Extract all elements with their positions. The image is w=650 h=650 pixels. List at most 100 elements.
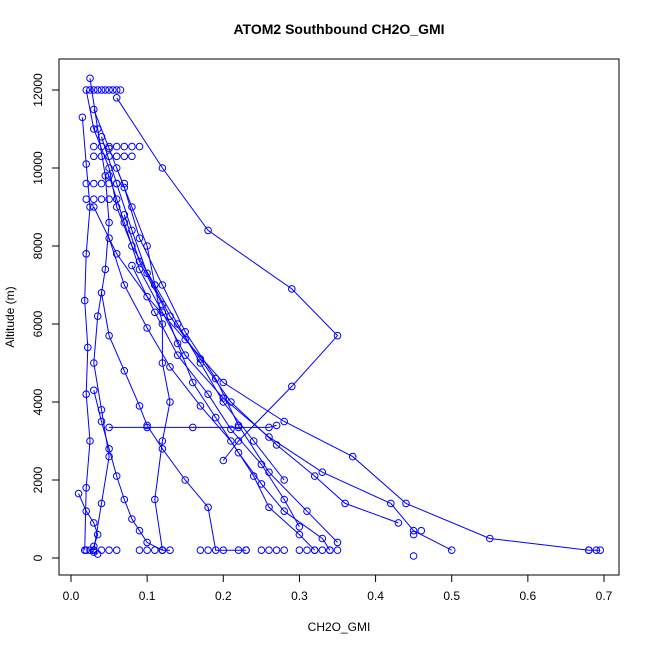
data-point xyxy=(97,179,106,188)
data-point xyxy=(143,242,151,250)
series-line xyxy=(101,292,247,551)
data-point xyxy=(82,179,90,188)
x-tick-label: 0.5 xyxy=(443,589,460,603)
data-point xyxy=(280,495,289,504)
data-point xyxy=(257,480,266,488)
data-point xyxy=(112,179,121,188)
data-point xyxy=(93,550,102,558)
data-point xyxy=(128,152,136,161)
data-point xyxy=(158,445,167,453)
data-point xyxy=(105,195,113,203)
data-point xyxy=(592,546,601,555)
y-tick-label: 2000 xyxy=(31,466,45,493)
data-point xyxy=(128,515,136,523)
data-point xyxy=(280,507,289,516)
series-line xyxy=(123,214,331,551)
data-point xyxy=(93,312,102,321)
y-tick-label: 0 xyxy=(31,554,45,561)
plot-area xyxy=(74,74,605,560)
data-point xyxy=(82,507,90,516)
y-tick-label: 12000 xyxy=(31,73,45,107)
data-point xyxy=(143,546,151,555)
data-point xyxy=(295,523,304,531)
data-point xyxy=(82,546,90,555)
data-point xyxy=(303,546,311,555)
data-point xyxy=(120,218,129,227)
data-point xyxy=(135,526,144,535)
data-point xyxy=(90,179,98,188)
data-point xyxy=(86,74,94,83)
data-point xyxy=(189,378,197,387)
data-point xyxy=(348,452,357,461)
data-point xyxy=(158,164,167,172)
data-point xyxy=(90,152,98,161)
data-point xyxy=(234,423,243,432)
data-point xyxy=(181,328,189,336)
data-point xyxy=(86,86,94,94)
data-point xyxy=(158,546,167,555)
data-point xyxy=(310,546,319,555)
data-point xyxy=(97,133,106,141)
data-point xyxy=(151,546,159,555)
series-line xyxy=(81,117,91,551)
data-point xyxy=(486,534,494,543)
data-point xyxy=(143,421,151,430)
data-point xyxy=(265,503,273,512)
data-point xyxy=(234,546,243,555)
data-point xyxy=(204,226,212,235)
series-line xyxy=(89,78,110,551)
data-point xyxy=(120,281,129,289)
data-point xyxy=(112,86,121,94)
data-point xyxy=(196,546,205,555)
data-point xyxy=(417,526,426,535)
data-point xyxy=(143,292,151,301)
data-point xyxy=(120,495,129,504)
x-tick-label: 0.0 xyxy=(63,589,80,603)
data-point xyxy=(82,86,90,94)
data-point xyxy=(341,499,349,508)
data-point xyxy=(97,142,106,151)
data-point xyxy=(86,546,94,555)
data-point xyxy=(90,125,98,133)
data-point xyxy=(288,285,296,293)
data-point xyxy=(227,425,235,434)
data-point xyxy=(105,423,113,432)
y-tick-label: 6000 xyxy=(31,310,45,337)
data-point xyxy=(97,152,106,161)
data-point xyxy=(90,359,98,367)
data-point xyxy=(105,234,113,242)
data-point xyxy=(272,546,281,555)
data-point xyxy=(82,195,90,203)
chart-title: ATOM2 Southbound CH2O_GMI xyxy=(233,21,444,37)
data-point xyxy=(82,160,90,168)
x-tick-label: 0.4 xyxy=(367,589,384,603)
data-point xyxy=(90,386,98,395)
data-point xyxy=(97,86,106,94)
series-line xyxy=(93,206,601,551)
data-point xyxy=(112,472,121,480)
data-point xyxy=(135,142,144,151)
series-line xyxy=(109,424,277,428)
x-tick-label: 0.1 xyxy=(139,589,156,603)
data-point xyxy=(249,437,258,445)
x-axis: 0.0 0.1 0.2 0.3 0.4 0.5 0.6 0.7 xyxy=(63,574,613,603)
data-point xyxy=(105,86,113,94)
data-point xyxy=(90,519,98,527)
data-point xyxy=(219,378,228,387)
data-point xyxy=(120,183,129,192)
data-point xyxy=(74,489,83,498)
data-point xyxy=(288,382,296,391)
data-point xyxy=(318,546,327,555)
data-point xyxy=(242,546,250,555)
data-point xyxy=(86,203,94,211)
data-point xyxy=(219,546,228,555)
data-point xyxy=(173,339,182,348)
data-point xyxy=(204,390,212,399)
data-point xyxy=(128,203,136,211)
data-point xyxy=(97,195,106,203)
data-point xyxy=(303,507,311,516)
data-point xyxy=(120,152,129,161)
x-tick-label: 0.3 xyxy=(291,589,308,603)
data-point xyxy=(105,164,113,172)
